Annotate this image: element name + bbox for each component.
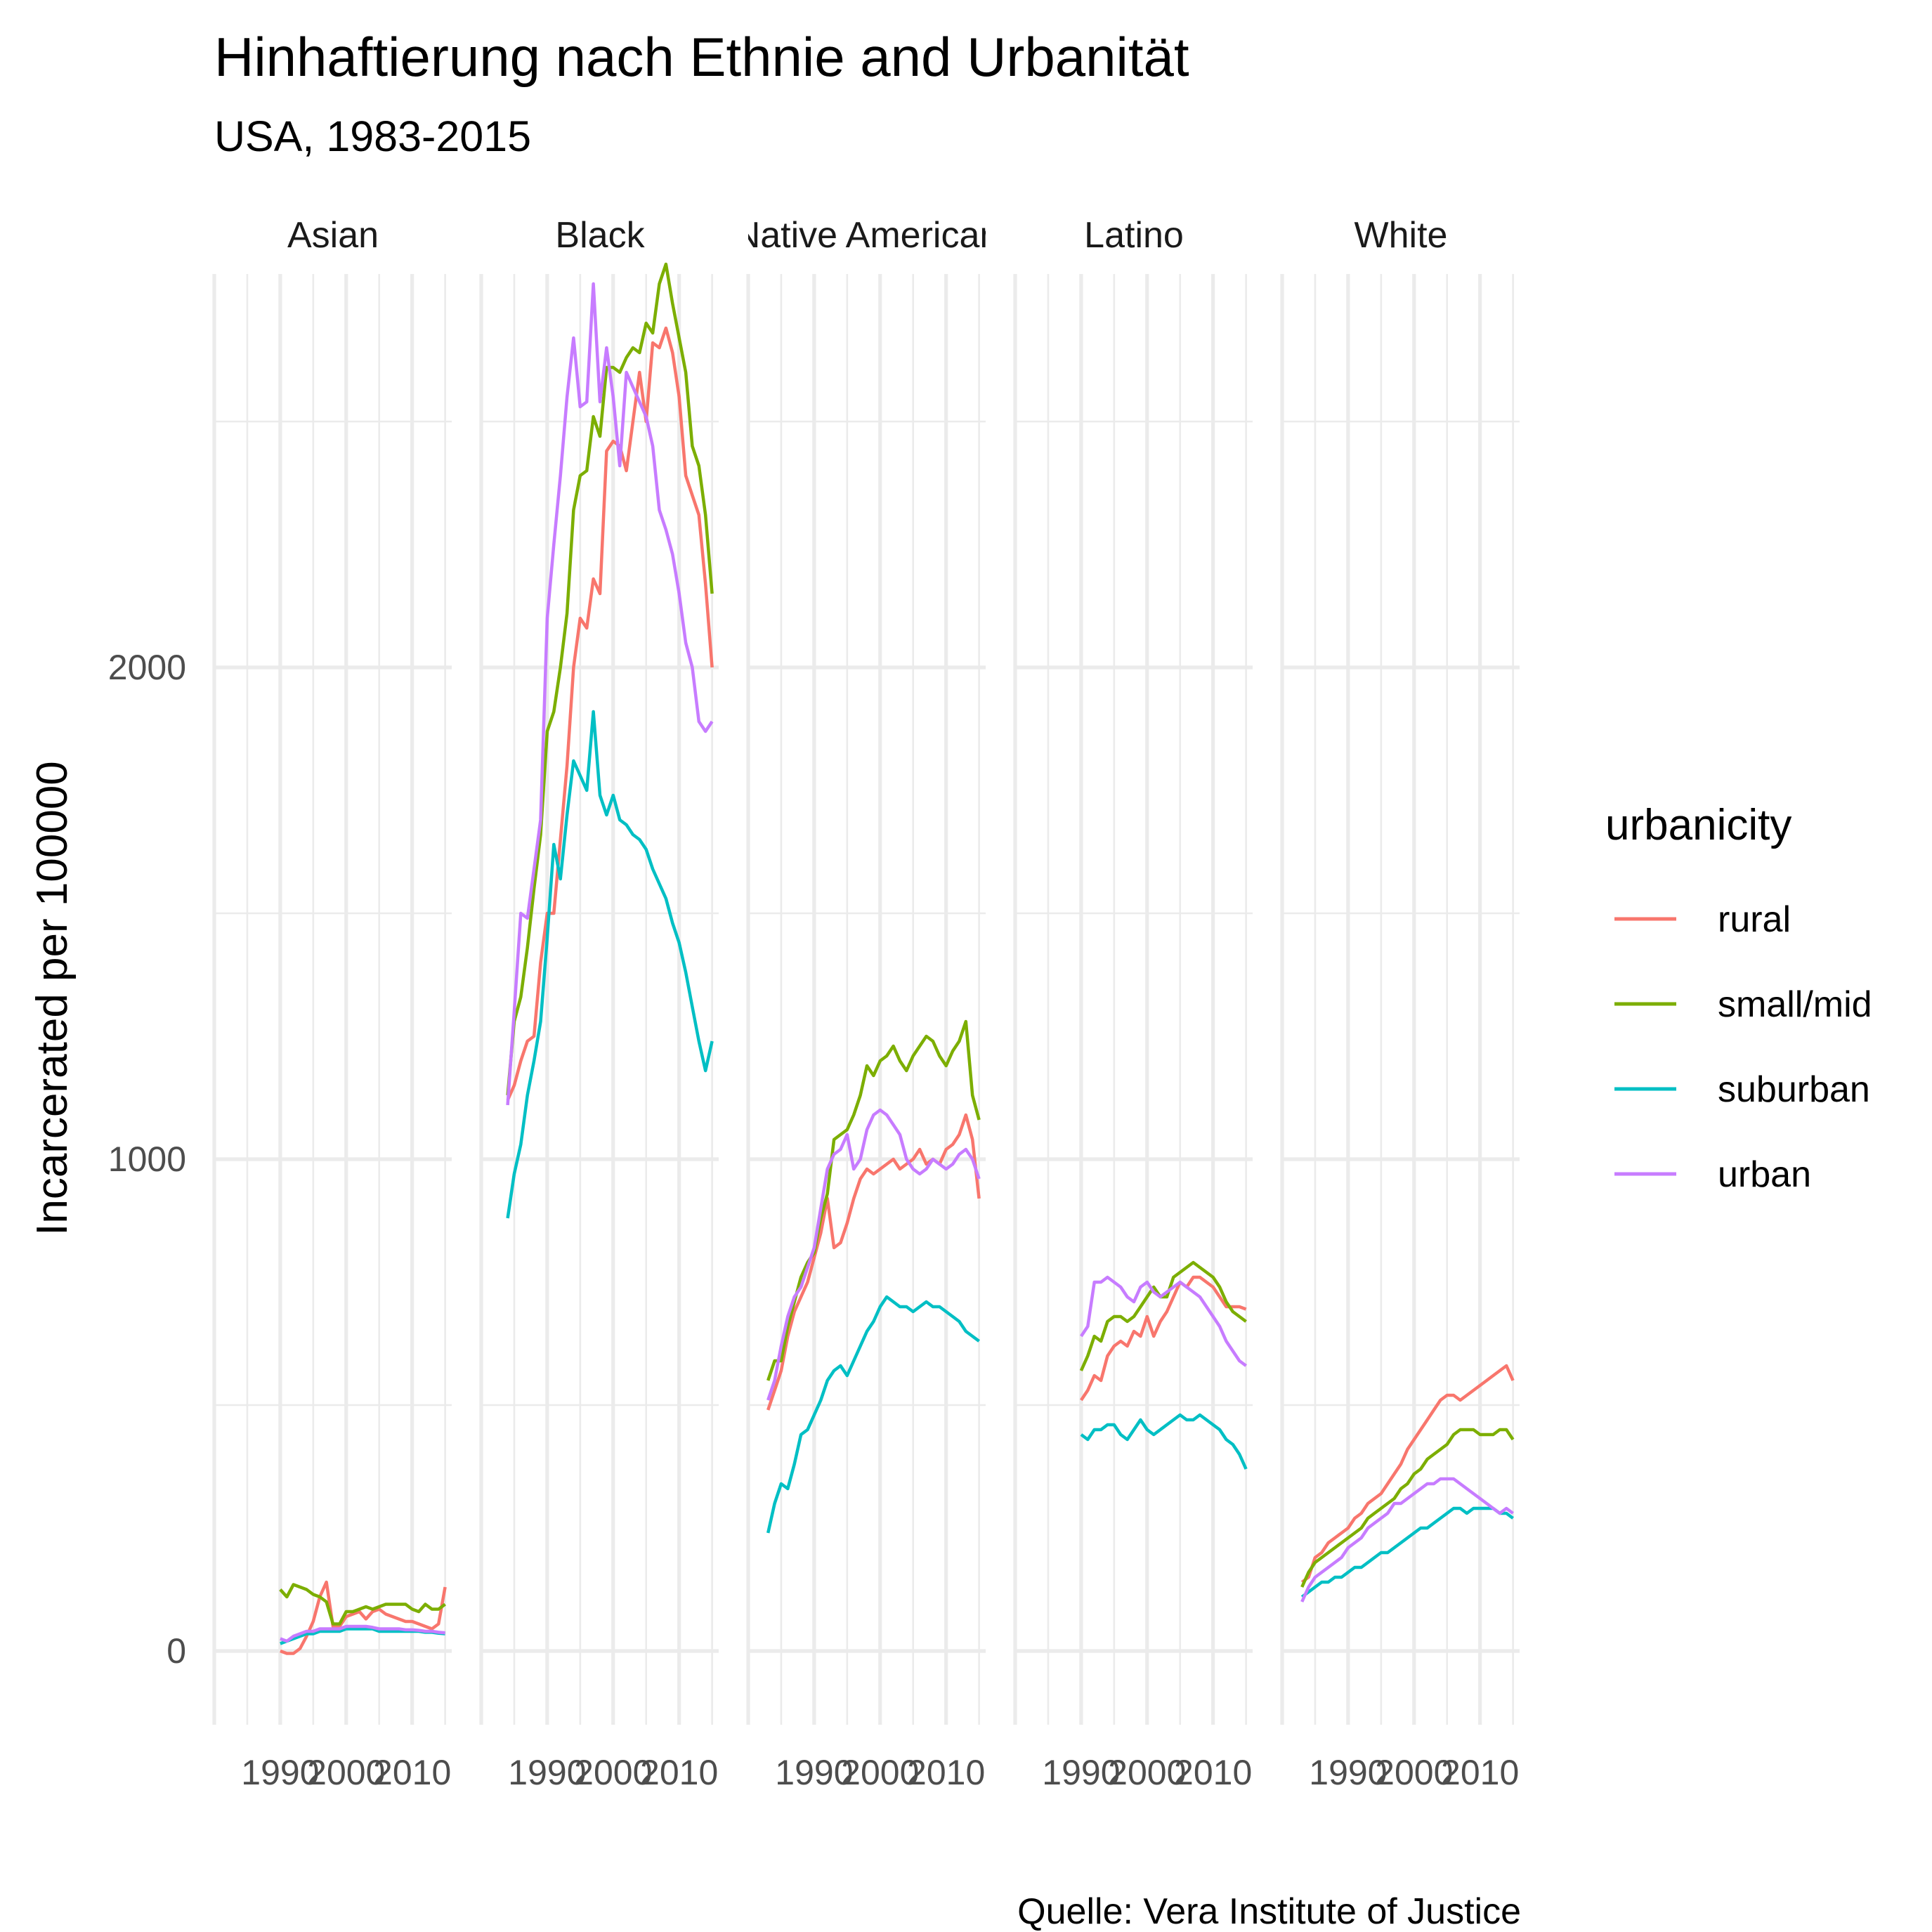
series-line-latino-suburban <box>1080 1413 1248 1470</box>
facet-panels: Asian199020002010Black199020002010Native… <box>212 215 1520 1792</box>
x-tick-label: 1990 <box>1309 1753 1387 1792</box>
x-tick-label: 1990 <box>241 1753 319 1792</box>
chart-caption: Quelle: Vera Institute of Justice <box>1017 1891 1521 1932</box>
series-line-black-rural <box>506 326 714 1101</box>
series-line-black-suburban <box>506 710 714 1219</box>
legend-title: urbanicity <box>1605 801 1791 849</box>
chart-title: Hinhaftierung nach Ethnie and Urbanität <box>214 26 1189 88</box>
strip-label-latino: Latino <box>1084 215 1184 256</box>
x-tick-label: 2010 <box>1174 1753 1252 1792</box>
strip-label-white: White <box>1355 215 1448 256</box>
strip-label-asian: Asian <box>287 215 379 256</box>
series-line-white-rural <box>1300 1364 1515 1584</box>
series-line-native-american-small-mid <box>766 1019 981 1381</box>
x-tick-label: 2010 <box>1441 1753 1519 1792</box>
series-line-latino-small-mid <box>1079 1260 1247 1371</box>
y-axis-title: Incarcerated per 100000 <box>28 761 77 1236</box>
strip-label-black: Black <box>555 215 645 256</box>
x-tick-label: 1990 <box>775 1753 853 1792</box>
series-line-asian-rural <box>280 1580 447 1655</box>
x-tick-label: 2000 <box>1108 1753 1186 1792</box>
x-tick-label: 2010 <box>373 1753 451 1792</box>
x-tick-label: 2010 <box>640 1753 718 1792</box>
chart-subtitle: USA, 1983-2015 <box>214 112 531 160</box>
y-tick-label: 0 <box>167 1631 186 1671</box>
y-tick-label: 1000 <box>108 1140 186 1179</box>
series-line-white-small-mid <box>1300 1428 1515 1588</box>
legend-label-urban: urban <box>1718 1154 1811 1195</box>
x-tick-label: 2000 <box>1375 1753 1453 1792</box>
legend-label-suburban: suburban <box>1718 1069 1870 1110</box>
y-tick-label: 2000 <box>108 648 186 687</box>
y-axis-ticks: 0 1000 2000 <box>108 648 186 1671</box>
strip-label-native-american: Native American <box>734 215 1000 256</box>
series-line-native-american-urban <box>766 1108 981 1401</box>
x-tick-label: 2000 <box>574 1753 652 1792</box>
legend-label-small-mid: small/mid <box>1718 984 1872 1025</box>
legend-label-rural: rural <box>1718 899 1791 940</box>
series-line-native-american-suburban <box>766 1295 980 1534</box>
x-tick-label: 1990 <box>508 1753 586 1792</box>
series-line-white-urban <box>1300 1477 1514 1603</box>
series-line-white-suburban <box>1300 1506 1514 1598</box>
series-line-asian-small-mid <box>279 1583 446 1626</box>
x-tick-label: 2000 <box>307 1753 385 1792</box>
series-line-latino-urban <box>1080 1275 1247 1367</box>
series-line-latino-rural <box>1080 1275 1247 1402</box>
series-line-asian-urban <box>280 1624 445 1643</box>
legend-items: rural small/mid suburban urban <box>1614 899 1872 1195</box>
series-line-native-american-rural <box>766 1113 981 1411</box>
x-tick-label: 1990 <box>1042 1753 1120 1792</box>
series-line-black-urban <box>506 282 714 1106</box>
x-tick-label: 2000 <box>841 1753 919 1792</box>
legend: urbanicity rural small/mid suburban urban <box>1605 801 1872 1195</box>
x-tick-label: 2010 <box>907 1753 985 1792</box>
